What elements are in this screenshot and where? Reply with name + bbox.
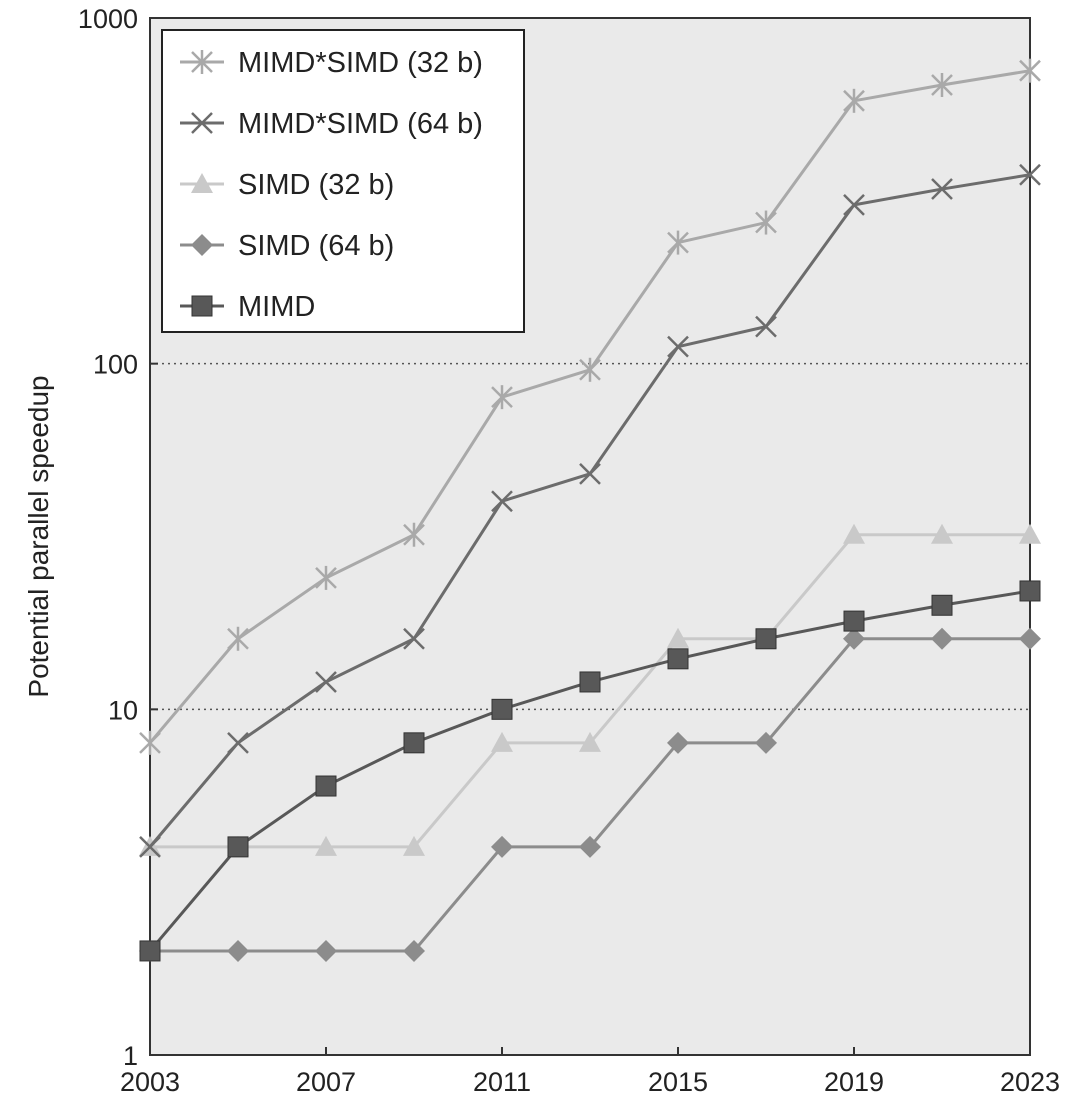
x-tick-label: 2019	[824, 1067, 884, 1097]
x-tick-label: 2007	[296, 1067, 356, 1097]
legend-item: MIMD	[180, 291, 315, 323]
point-x	[491, 490, 513, 513]
point-asterisk	[191, 50, 213, 74]
point-asterisk	[139, 730, 161, 755]
point-x	[315, 671, 337, 693]
point-square	[843, 610, 865, 632]
legend-label: MIMD*SIMD (64 b)	[238, 108, 483, 140]
point-triangle	[579, 731, 601, 752]
point-asterisk	[755, 210, 777, 235]
series-MIMD*SIMD (32 b)	[139, 58, 1041, 755]
point-diamond	[315, 939, 337, 962]
point-x	[139, 836, 161, 858]
series-MIMD	[139, 580, 1041, 962]
legend-item: SIMD (32 b)	[180, 169, 394, 201]
y-tick-label: 10	[108, 695, 138, 725]
point-square	[491, 698, 513, 720]
legend: MIMD*SIMD (32 b) MIMD*SIMD (64 b) SIMD (32…	[161, 29, 525, 333]
point-diamond	[667, 731, 689, 754]
point-asterisk	[227, 626, 249, 651]
legend-box	[161, 29, 525, 333]
legend-item: MIMD*SIMD (32 b)	[180, 47, 483, 79]
point-triangle	[491, 731, 513, 752]
point-triangle	[931, 523, 953, 544]
point-triangle	[1019, 523, 1041, 544]
point-asterisk	[1019, 58, 1041, 83]
legend-item: MIMD*SIMD (64 b)	[180, 108, 483, 140]
point-diamond	[227, 939, 249, 962]
x-tick-label: 2023	[1000, 1067, 1060, 1097]
point-square	[403, 732, 425, 754]
point-asterisk	[403, 522, 425, 547]
point-diamond	[491, 835, 513, 858]
point-diamond	[1019, 627, 1041, 650]
point-asterisk	[931, 72, 953, 97]
legend-label: SIMD (64 b)	[238, 230, 394, 262]
point-x	[755, 315, 777, 338]
point-triangle	[667, 627, 689, 648]
point-x	[579, 462, 601, 485]
point-square	[667, 648, 689, 670]
point-square	[191, 295, 213, 317]
point-x	[191, 112, 213, 134]
legend-label: MIMD*SIMD (32 b)	[238, 47, 483, 79]
legend-label: MIMD	[238, 291, 315, 323]
series-SIMD (64 b)	[139, 627, 1041, 962]
series-MIMD*SIMD (64 b)	[139, 163, 1041, 858]
legend-item: SIMD (64 b)	[180, 230, 394, 262]
point-x	[931, 178, 953, 200]
point-x	[227, 731, 249, 754]
x-tick-label: 2011	[473, 1067, 531, 1097]
point-square	[1019, 580, 1041, 602]
point-square	[931, 594, 953, 616]
point-square	[579, 671, 601, 693]
point-diamond	[843, 627, 865, 650]
x-tick-label: 2003	[120, 1067, 180, 1097]
point-asterisk	[491, 385, 513, 410]
point-diamond	[191, 234, 213, 256]
point-asterisk	[579, 357, 601, 382]
point-asterisk	[843, 88, 865, 113]
point-asterisk	[315, 565, 337, 590]
series-lines	[139, 58, 1041, 962]
point-square	[755, 628, 777, 650]
legend-label: SIMD (32 b)	[238, 169, 394, 201]
point-x	[667, 335, 689, 358]
x-ticks: 2003 2007 2011 2015 2019 2023	[120, 1047, 1060, 1097]
point-diamond	[579, 835, 601, 858]
point-triangle	[315, 835, 337, 856]
y-tick-label: 1000	[78, 4, 138, 34]
point-square	[139, 940, 161, 962]
point-asterisk	[667, 230, 689, 255]
y-tick-label: 100	[93, 350, 138, 380]
point-triangle	[403, 835, 425, 856]
point-diamond	[403, 939, 425, 962]
point-x	[843, 193, 865, 216]
point-triangle	[191, 173, 213, 193]
point-triangle	[843, 523, 865, 544]
point-square	[227, 836, 249, 858]
y-tick-label: 1	[123, 1041, 138, 1071]
point-diamond	[931, 627, 953, 650]
point-x	[1019, 163, 1041, 186]
x-tick-label: 2015	[648, 1067, 708, 1097]
point-diamond	[755, 731, 777, 754]
y-ticks: 1 10 100 1000	[78, 4, 158, 1071]
point-square	[315, 775, 337, 797]
y-axis-label: Potential parallel speedup	[23, 375, 54, 697]
point-x	[403, 627, 425, 650]
